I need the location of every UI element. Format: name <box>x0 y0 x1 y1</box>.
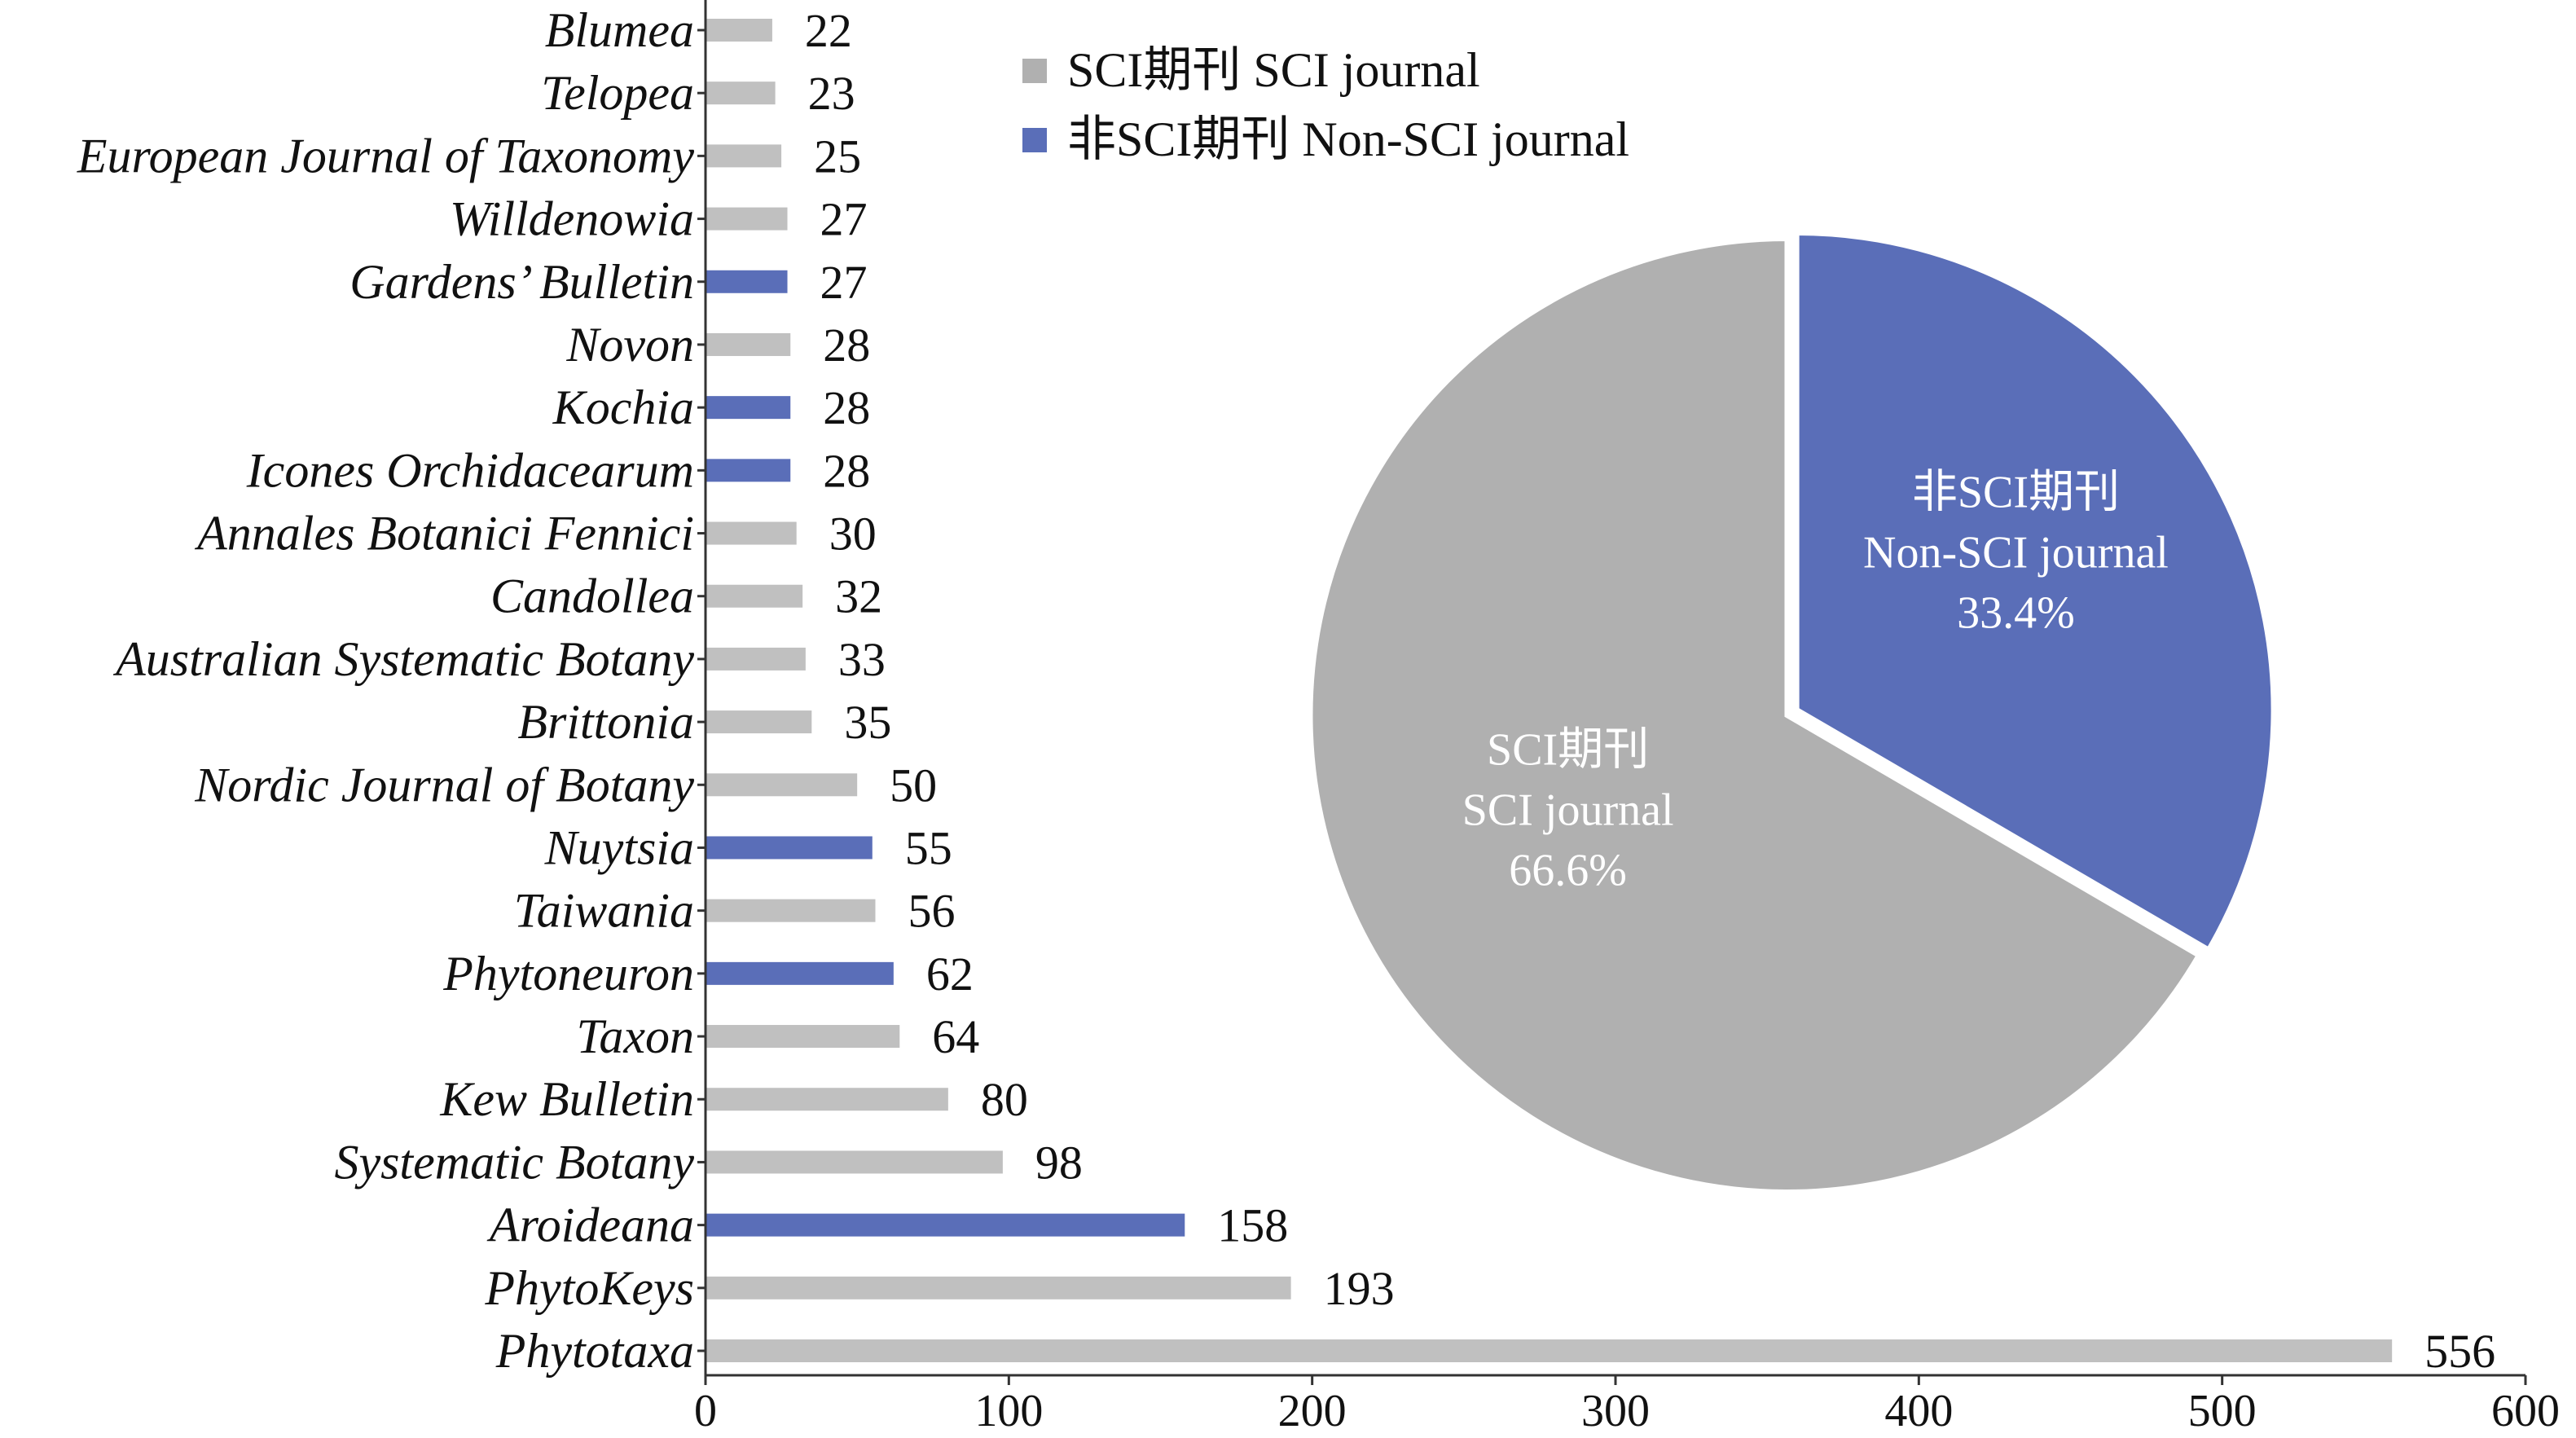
pie-slice-sci-journal <box>1308 236 2202 1194</box>
y-tick-label-blumea: Blumea <box>545 3 694 57</box>
bar-willdenowia <box>706 207 788 231</box>
y-tick-label-candollea: Candollea <box>490 569 694 623</box>
bar-icones-orchidacearum <box>706 459 791 482</box>
value-label-nordic-journal-of-botany: 50 <box>890 759 937 811</box>
value-label-phytotaxa: 556 <box>2424 1325 2495 1378</box>
x-tick-label-100: 100 <box>974 1386 1043 1436</box>
pie-label-non-sci-journal-0: 非SCI期刊 <box>1912 468 2120 518</box>
bar-australian-systematic-botany <box>706 647 806 671</box>
y-tick-label-annales-botanici-fennici: Annales Botanici Fennici <box>194 507 694 561</box>
bar-taiwania <box>706 899 876 922</box>
legend: SCI期刊 SCI journal 非SCI期刊 Non-SCI journal <box>1022 43 1629 166</box>
bar-kew-bulletin <box>706 1088 948 1111</box>
value-label-willdenowia: 27 <box>820 193 868 246</box>
bar-candollea <box>706 584 803 608</box>
y-tick-label-gardens-bulletin: Gardens’ Bulletin <box>349 255 694 309</box>
legend-swatch-sci <box>1022 59 1047 83</box>
pie-label-non-sci-journal-2: 33.4% <box>1957 588 2075 639</box>
x-tick-label-200: 200 <box>1278 1386 1347 1436</box>
y-tick-label-australian-systematic-botany: Australian Systematic Botany <box>112 632 694 686</box>
value-label-australian-systematic-botany: 33 <box>838 633 886 686</box>
value-label-taxon: 64 <box>932 1010 979 1063</box>
value-label-brittonia: 35 <box>844 696 891 749</box>
x-tick-label-600: 600 <box>2491 1386 2560 1436</box>
x-tick-label-400: 400 <box>1884 1386 1953 1436</box>
value-label-nuytsia: 55 <box>905 821 952 874</box>
y-tick-label-icones-orchidacearum: Icones Orchidacearum <box>246 443 694 497</box>
value-label-annales-botanici-fennici: 30 <box>829 508 877 561</box>
x-tick-label-300: 300 <box>1581 1386 1650 1436</box>
y-tick-label-willdenowia: Willdenowia <box>450 192 694 246</box>
bar-telopea <box>706 81 776 105</box>
value-label-phytoneuron: 62 <box>926 948 974 1000</box>
y-tick-label-kochia: Kochia <box>552 380 694 434</box>
value-label-icones-orchidacearum: 28 <box>823 444 870 497</box>
value-label-european-journal-of-taxonomy: 25 <box>814 130 861 182</box>
y-tick-label-kew-bulletin: Kew Bulletin <box>439 1072 694 1126</box>
y-tick-label-taxon: Taxon <box>577 1009 695 1063</box>
bar-blumea <box>706 19 772 42</box>
y-tick-label-phytokeys: PhytoKeys <box>484 1261 694 1315</box>
pie-label-sci-journal-1: SCI journal <box>1462 785 1674 835</box>
y-tick-label-european-journal-of-taxonomy: European Journal of Taxonomy <box>77 129 695 182</box>
y-tick-label-systematic-botany: Systematic Botany <box>334 1135 694 1189</box>
bar-nuytsia <box>706 836 873 860</box>
pie-slice-non-sci-journal <box>1794 231 2276 953</box>
bar-kochia <box>706 396 791 420</box>
value-label-aroideana: 158 <box>1217 1199 1288 1252</box>
y-tick-label-taiwania: Taiwania <box>514 884 694 938</box>
bar-phytoneuron <box>706 961 894 985</box>
legend-label-sci: SCI期刊 SCI journal <box>1067 43 1480 97</box>
value-label-phytokeys: 193 <box>1324 1262 1395 1315</box>
value-label-taiwania: 56 <box>908 885 956 938</box>
bar-brittonia <box>706 710 812 734</box>
bar-nordic-journal-of-botany <box>706 773 858 797</box>
y-tick-label-aroideana: Aroideana <box>486 1198 694 1252</box>
legend-swatch-non-sci <box>1022 128 1047 152</box>
bar-novon <box>706 332 791 356</box>
bar-annales-botanici-fennici <box>706 521 797 545</box>
pie-label-sci-journal-0: SCI期刊 <box>1487 724 1649 775</box>
value-label-gardens-bulletin: 27 <box>820 256 868 309</box>
y-tick-label-nuytsia: Nuytsia <box>544 820 694 874</box>
pie-label-sci-journal-2: 66.6% <box>1509 845 1627 895</box>
bar-european-journal-of-taxonomy <box>706 144 782 168</box>
value-label-candollea: 32 <box>835 570 882 623</box>
pie-chart: 非SCI期刊 Non-SCI journal 33.4% SCI期刊 SCI journ… <box>1308 231 2276 1194</box>
y-tick-label-phytoneuron: Phytoneuron <box>442 947 694 1000</box>
bar-phytokeys <box>706 1276 1291 1299</box>
bar-phytotaxa <box>706 1339 2393 1362</box>
bar-aroideana <box>706 1213 1185 1237</box>
bar-taxon <box>706 1025 900 1049</box>
y-tick-label-nordic-journal-of-botany: Nordic Journal of Botany <box>194 758 694 811</box>
y-tick-label-novon: Novon <box>565 318 694 372</box>
y-tick-label-phytotaxa: Phytotaxa <box>495 1324 694 1378</box>
y-tick-label-telopea: Telopea <box>541 66 694 120</box>
value-label-telopea: 23 <box>808 67 855 120</box>
pie-label-non-sci-journal-1: Non-SCI journal <box>1863 528 2169 578</box>
legend-label-non-sci: 非SCI期刊 Non-SCI journal <box>1067 112 1629 166</box>
value-label-kochia: 28 <box>823 381 870 434</box>
y-tick-label-brittonia: Brittonia <box>517 695 694 749</box>
value-label-systematic-botany: 98 <box>1035 1136 1083 1189</box>
x-tick-label-500: 500 <box>2188 1386 2257 1436</box>
value-label-kew-bulletin: 80 <box>981 1073 1028 1126</box>
value-label-novon: 28 <box>823 319 870 372</box>
x-tick-label-0: 0 <box>694 1386 717 1436</box>
bar-gardens-bulletin <box>706 270 788 293</box>
bar-systematic-botany <box>706 1150 1003 1174</box>
value-label-blumea: 22 <box>805 4 852 57</box>
x-axis: 0 100 200 300 400 500 600 <box>694 0 2560 1436</box>
bar-chart: Blumea 22 Telopea 23 European Journal of Tax… <box>77 3 2495 1378</box>
